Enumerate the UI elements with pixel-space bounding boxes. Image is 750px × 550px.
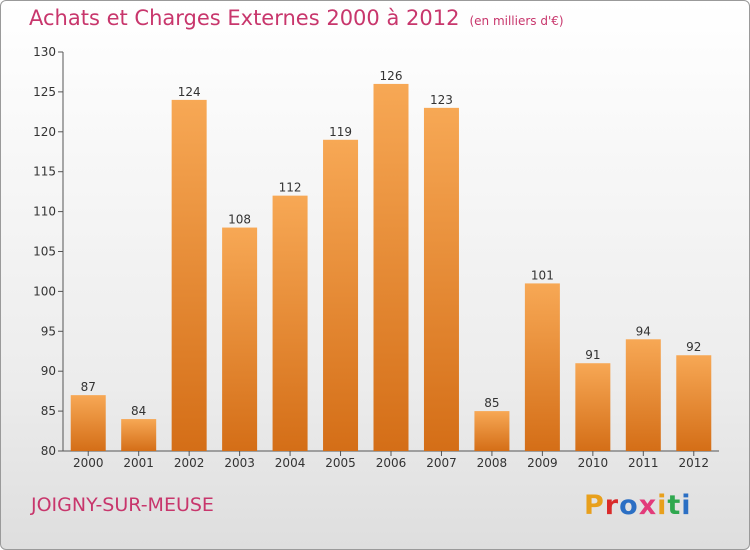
bar-value-label: 119 xyxy=(329,125,352,139)
x-tick-label: 2010 xyxy=(578,456,609,470)
bar xyxy=(575,363,611,451)
x-tick-label: 2005 xyxy=(325,456,356,470)
bar xyxy=(222,227,258,451)
x-tick-label: 2002 xyxy=(174,456,205,470)
x-tick-label: 2000 xyxy=(73,456,104,470)
chart-title-text: Achats et Charges Externes 2000 à 2012 xyxy=(29,6,460,30)
y-tick-label: 115 xyxy=(33,165,56,179)
x-tick-label: 2006 xyxy=(376,456,407,470)
logo-letter: r xyxy=(604,490,620,521)
bar-value-label: 123 xyxy=(430,93,453,107)
y-tick-label: 100 xyxy=(33,284,56,298)
chart-subtitle: (en milliers d'€) xyxy=(469,14,564,28)
bar-value-label: 87 xyxy=(81,380,96,394)
bar-value-label: 124 xyxy=(178,85,201,99)
y-tick-label: 90 xyxy=(41,364,56,378)
bar xyxy=(625,339,661,451)
x-tick-label: 2008 xyxy=(477,456,508,470)
bar xyxy=(121,419,157,451)
bar-value-label: 108 xyxy=(228,213,251,227)
y-tick-label: 130 xyxy=(33,45,56,59)
bar xyxy=(171,99,207,451)
logo-letter: i xyxy=(657,490,668,521)
chart-axes: 80 85 90 95 100 105 110 115 120 125 130 2000 2001 200… xyxy=(33,45,719,470)
bar-value-label: 112 xyxy=(279,181,302,195)
y-tick-label: 120 xyxy=(33,125,56,139)
logo-letter: o xyxy=(619,490,639,521)
bar xyxy=(524,283,560,451)
proxiti-logo: Proxiti xyxy=(584,490,692,521)
x-tick-label: 2009 xyxy=(527,456,558,470)
y-tick-label: 85 xyxy=(41,404,56,418)
y-tick-label: 125 xyxy=(33,85,56,99)
logo-letter: P xyxy=(584,490,605,521)
bar xyxy=(676,355,712,451)
bar xyxy=(70,395,106,451)
y-tick-label: 105 xyxy=(33,245,56,259)
y-tick-label: 95 xyxy=(41,324,56,338)
chart-title: Achats et Charges Externes 2000 à 2012 (e… xyxy=(29,6,564,30)
bar xyxy=(323,139,359,451)
bar-value-label: 126 xyxy=(380,69,403,83)
bar xyxy=(272,195,308,451)
bar-value-label: 91 xyxy=(585,348,600,362)
bar xyxy=(423,107,459,452)
bar xyxy=(474,411,510,451)
bar-value-label: 84 xyxy=(131,404,146,418)
bar xyxy=(373,83,409,452)
chart-bars: 87 84 124 108 112 119 126 123 85 101 91 94 92 xyxy=(70,69,712,452)
y-tick-label: 110 xyxy=(33,205,56,219)
x-tick-label: 2012 xyxy=(678,456,709,470)
logo-letter: x xyxy=(638,490,658,521)
x-tick-label: 2011 xyxy=(628,456,659,470)
y-tick-label: 80 xyxy=(41,444,56,458)
bar-value-label: 85 xyxy=(484,396,499,410)
bar-value-label: 101 xyxy=(531,268,554,282)
bar-value-label: 92 xyxy=(686,340,701,354)
logo-letter: i xyxy=(681,490,692,521)
logo-letter: t xyxy=(667,490,682,521)
x-tick-label: 2004 xyxy=(275,456,306,470)
x-tick-label: 2003 xyxy=(224,456,255,470)
bar-value-label: 94 xyxy=(636,324,651,338)
x-tick-label: 2007 xyxy=(426,456,457,470)
x-tick-label: 2001 xyxy=(123,456,154,470)
commune-name: JOIGNY-SUR-MEUSE xyxy=(31,494,214,516)
